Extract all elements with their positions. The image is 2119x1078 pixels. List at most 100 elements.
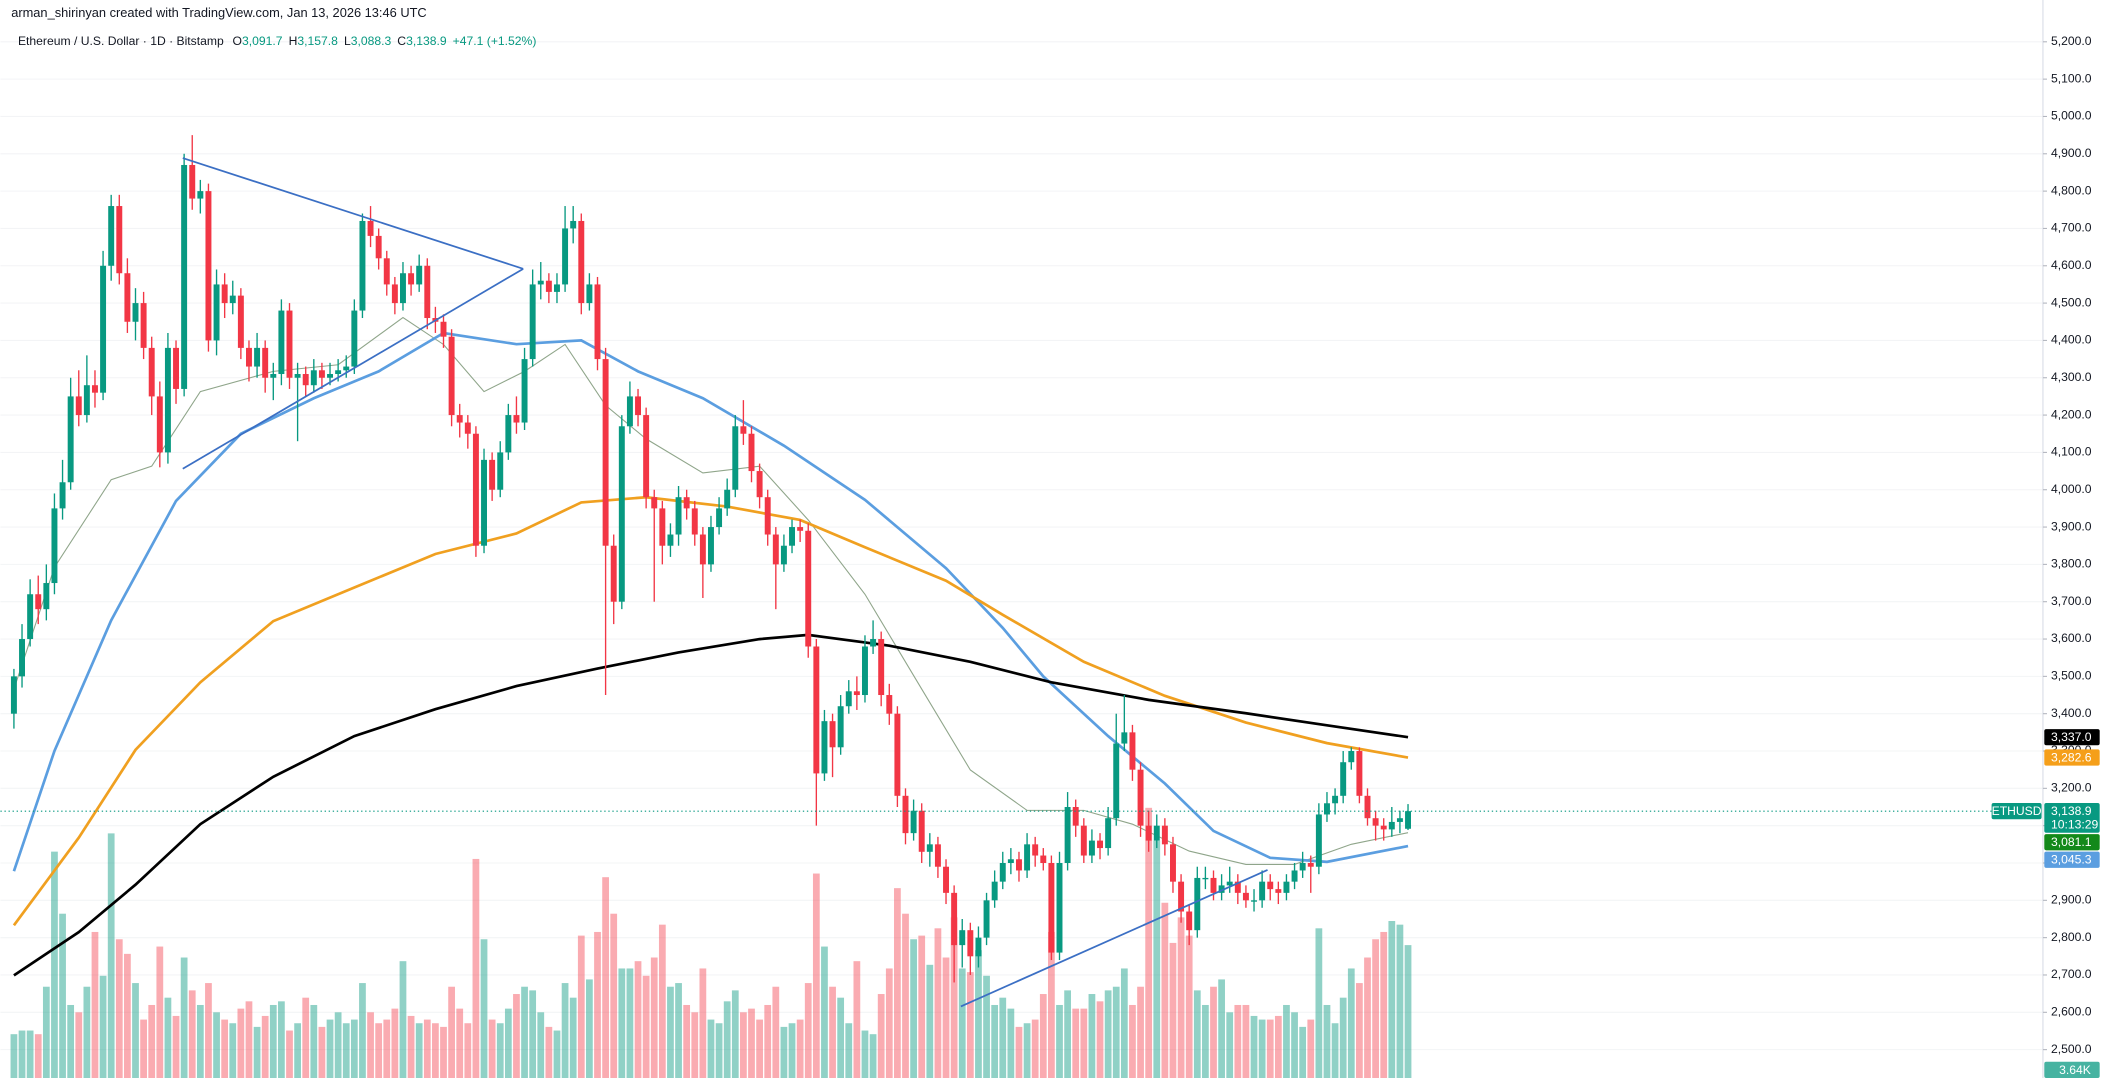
candle-body: [1080, 825, 1087, 856]
volume-bar: [26, 1030, 34, 1078]
volume-bar: [253, 1026, 261, 1078]
candle-body: [1210, 877, 1217, 893]
candle-body: [1105, 818, 1112, 849]
candle-body: [886, 695, 893, 714]
volume-bar: [869, 1034, 877, 1078]
candle-body: [1121, 732, 1128, 744]
volume-bar: [715, 1023, 723, 1078]
candle-body: [1307, 862, 1314, 867]
candle-body: [1364, 795, 1371, 819]
volume-bar: [302, 997, 310, 1078]
candle-body: [740, 426, 747, 434]
volume-bar: [829, 986, 836, 1078]
candle-body: [562, 228, 569, 285]
candle-body: [1291, 870, 1298, 882]
candle-body: [189, 164, 196, 199]
candle-body: [197, 191, 204, 199]
candle-body: [1186, 911, 1193, 931]
candle-body: [545, 280, 552, 292]
candle-body: [148, 347, 155, 397]
symbol-label: ETHUSD: [1992, 804, 2042, 818]
moving-average: [12, 331, 1409, 872]
legend-key: C: [397, 34, 406, 48]
candle-body: [894, 713, 901, 796]
symbol-tag: [1991, 803, 2042, 820]
volume-bar: [504, 1008, 512, 1078]
candle-body: [910, 810, 917, 834]
y-tick-label: 4,900.0: [2051, 146, 2092, 160]
candle-body: [1226, 881, 1233, 886]
volume-bar: [399, 961, 407, 1078]
candle-body: [1194, 877, 1201, 931]
candle-body: [1129, 732, 1136, 770]
trendline: [182, 268, 524, 470]
candle-body: [999, 862, 1006, 882]
candle-body: [1315, 814, 1322, 867]
candle-body: [529, 284, 536, 360]
volume-bar: [1129, 1004, 1136, 1078]
volume-bar: [75, 1012, 83, 1078]
volume-bar: [1274, 1015, 1282, 1078]
candle-body: [173, 347, 179, 389]
y-tick-label: 4,400.0: [2051, 333, 2092, 347]
candle-body: [1356, 751, 1363, 796]
symbol-title: Ethereum / U.S. Dollar · 1D · Bitstamp: [18, 34, 224, 48]
volume-bar: [853, 961, 861, 1078]
volume-bar: [918, 935, 926, 1078]
volume-bar: [675, 983, 682, 1078]
y-tick-label: 2,800.0: [2051, 930, 2092, 944]
candle-body: [67, 396, 74, 483]
volume-bar: [610, 913, 618, 1078]
trendline: [182, 157, 524, 270]
volume-bar: [521, 986, 528, 1078]
volume-bar: [164, 997, 172, 1078]
candle-body: [1340, 762, 1347, 796]
volume-bar: [529, 990, 537, 1078]
candle-body: [181, 164, 188, 389]
volume-bar: [667, 986, 674, 1078]
volume-bar: [172, 1015, 180, 1078]
candle-body: [294, 374, 301, 378]
candle-body: [83, 385, 90, 416]
volume-bar: [1088, 994, 1096, 1078]
volume-bar: [780, 1026, 788, 1078]
volume-bar: [1185, 935, 1193, 1078]
volume-bar: [1315, 928, 1323, 1078]
volume-bar: [1347, 968, 1355, 1078]
candle-body: [635, 396, 641, 416]
volume-bar: [10, 1034, 18, 1078]
volume-bar: [618, 968, 626, 1078]
volume-bar: [415, 1023, 423, 1078]
candle-body: [1007, 859, 1014, 863]
volume-bar: [99, 975, 107, 1078]
volume-bar: [966, 972, 974, 1078]
volume-bar: [804, 983, 812, 1078]
candle-body: [156, 396, 163, 453]
volume-bar: [1202, 1004, 1209, 1078]
volume-bar: [723, 1001, 731, 1078]
candle-body: [367, 220, 374, 236]
candle-body: [1048, 862, 1055, 953]
volume-bar: [1169, 942, 1177, 1078]
price-tag-label: 3,045.3: [2051, 853, 2092, 867]
volume-bar: [310, 1004, 318, 1078]
candle-body: [205, 191, 212, 341]
candle-body: [716, 508, 723, 528]
volume-bar: [926, 964, 934, 1078]
candle-body: [351, 310, 358, 367]
y-tick-label: 3,500.0: [2051, 669, 2092, 683]
candle-body: [1032, 844, 1039, 856]
volume-bar: [1137, 986, 1144, 1078]
candle-body: [1267, 881, 1274, 890]
volume-bar: [1331, 1023, 1339, 1078]
volume-bar: [91, 931, 99, 1078]
candle-body: [1283, 881, 1290, 893]
volume-bar: [764, 1004, 772, 1078]
volume-bar: [1364, 957, 1371, 1078]
candle-body: [764, 497, 771, 535]
volume-bar: [634, 961, 642, 1078]
volume-bar: [1291, 1012, 1298, 1078]
candle-body: [1332, 795, 1339, 804]
volume-bar: [1210, 986, 1217, 1078]
volume-bar: [496, 1023, 504, 1078]
